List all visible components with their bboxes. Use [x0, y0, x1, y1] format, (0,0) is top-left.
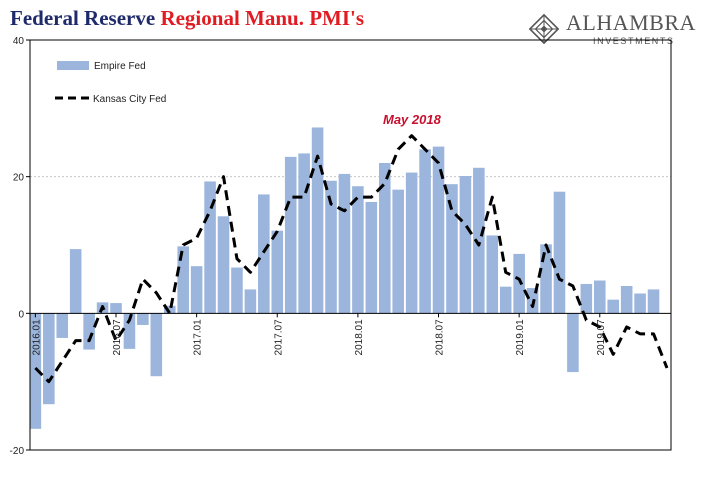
bar-2016.08 [123, 313, 136, 349]
bar-2016.12 [177, 246, 189, 314]
bar-2018.04 [392, 189, 404, 314]
bar-2019.10 [634, 293, 646, 314]
bar-2016.07 [110, 303, 122, 314]
bar-2018.05 [405, 172, 418, 314]
bar-2019.07 [594, 280, 606, 314]
y-axis-ticks: -20 0 20 40 [10, 36, 30, 457]
bar-2019.01 [513, 253, 525, 314]
plot-frame [29, 39, 672, 451]
bar-2017.08 [284, 156, 297, 314]
bar-2017.04 [231, 267, 243, 314]
x-tick-label-2019.01: 2019.01 [515, 319, 526, 356]
bar-2019.11 [647, 289, 660, 314]
bar-2019.04 [553, 191, 566, 314]
y-tick-label-40: 40 [13, 36, 25, 47]
x-tick-label-2018.07: 2018.07 [435, 319, 446, 356]
bar-2016.04 [69, 249, 82, 314]
legend-label-empire: Empire Fed [94, 61, 146, 72]
bar-2018.02 [365, 201, 378, 314]
bar-2019.06 [580, 283, 593, 314]
bar-2016.11 [163, 305, 176, 314]
bar-2016.05 [83, 313, 95, 350]
bar-2018.03 [378, 163, 391, 314]
x-axis-ticks: 2016.01 2016.07 2017.01 2017.07 2018.01 2018.… [31, 313, 607, 356]
x-tick-label-2016.01: 2016.01 [31, 319, 42, 356]
bar-2017.01 [190, 266, 203, 314]
logo-name: ALHAMBRA [566, 10, 696, 35]
bar-2017.11 [325, 180, 337, 314]
annotation-may-2018: May 2018 [383, 112, 442, 127]
legend: Empire Fed Kansas City Fed [55, 61, 166, 105]
chart-title: Federal Reserve Regional Manu. PMI's [10, 6, 364, 31]
x-tick-label-2018.01: 2018.01 [354, 319, 365, 356]
line-kansas-city-fed [34, 134, 669, 384]
alhambra-logo: ALHAMBRA INVESTMENTS [527, 10, 697, 50]
bar-2019.08 [607, 299, 619, 314]
bar-2017.03 [217, 216, 230, 314]
bar-2018.08 [446, 184, 458, 314]
bar-2016.03 [56, 313, 69, 338]
legend-swatch-empire [57, 61, 89, 70]
bar-2019.05 [567, 313, 579, 373]
logo-subtitle: INVESTMENTS [593, 36, 675, 46]
bar-2019.09 [620, 286, 633, 314]
y-tick-label-20: 20 [13, 173, 25, 184]
bar-2018.01 [352, 186, 364, 314]
y-tick-label-0: 0 [18, 309, 24, 320]
bar-2018.10 [473, 167, 485, 314]
x-tick-label-2017.01: 2017.01 [193, 319, 204, 356]
bar-2018.11 [486, 235, 499, 314]
title-part-1: Federal Reserve [10, 6, 156, 30]
x-tick-label-2017.07: 2017.07 [273, 319, 284, 356]
bar-2017.05 [244, 289, 257, 314]
bar-2017.09 [298, 153, 310, 314]
y-tick-label--20: -20 [10, 446, 25, 457]
diamond-lattice-icon [528, 13, 560, 45]
bar-2018.06 [419, 149, 431, 314]
bar-2016.09 [137, 313, 149, 325]
line-series [34, 134, 669, 384]
bar-2017.12 [338, 173, 351, 314]
bar-2018.09 [459, 175, 472, 314]
bar-2018.07 [432, 146, 445, 314]
x-tick-label-2016.07: 2016.07 [112, 319, 123, 356]
bar-2016.10 [150, 313, 163, 377]
bar-series [29, 127, 660, 429]
legend-label-kansas: Kansas City Fed [93, 94, 166, 105]
bar-2016.01 [29, 313, 42, 429]
bar-2017.06 [258, 194, 270, 314]
title-part-2: Regional Manu. PMI's [160, 6, 365, 30]
bar-2016.02 [43, 313, 55, 405]
bar-2017.10 [311, 127, 324, 314]
x-tick-label-2019.07: 2019.07 [596, 319, 607, 356]
bar-2017.02 [204, 181, 216, 314]
bar-2018.12 [499, 286, 512, 314]
bar-2017.07 [271, 230, 284, 314]
bar-2019.03 [540, 244, 552, 314]
